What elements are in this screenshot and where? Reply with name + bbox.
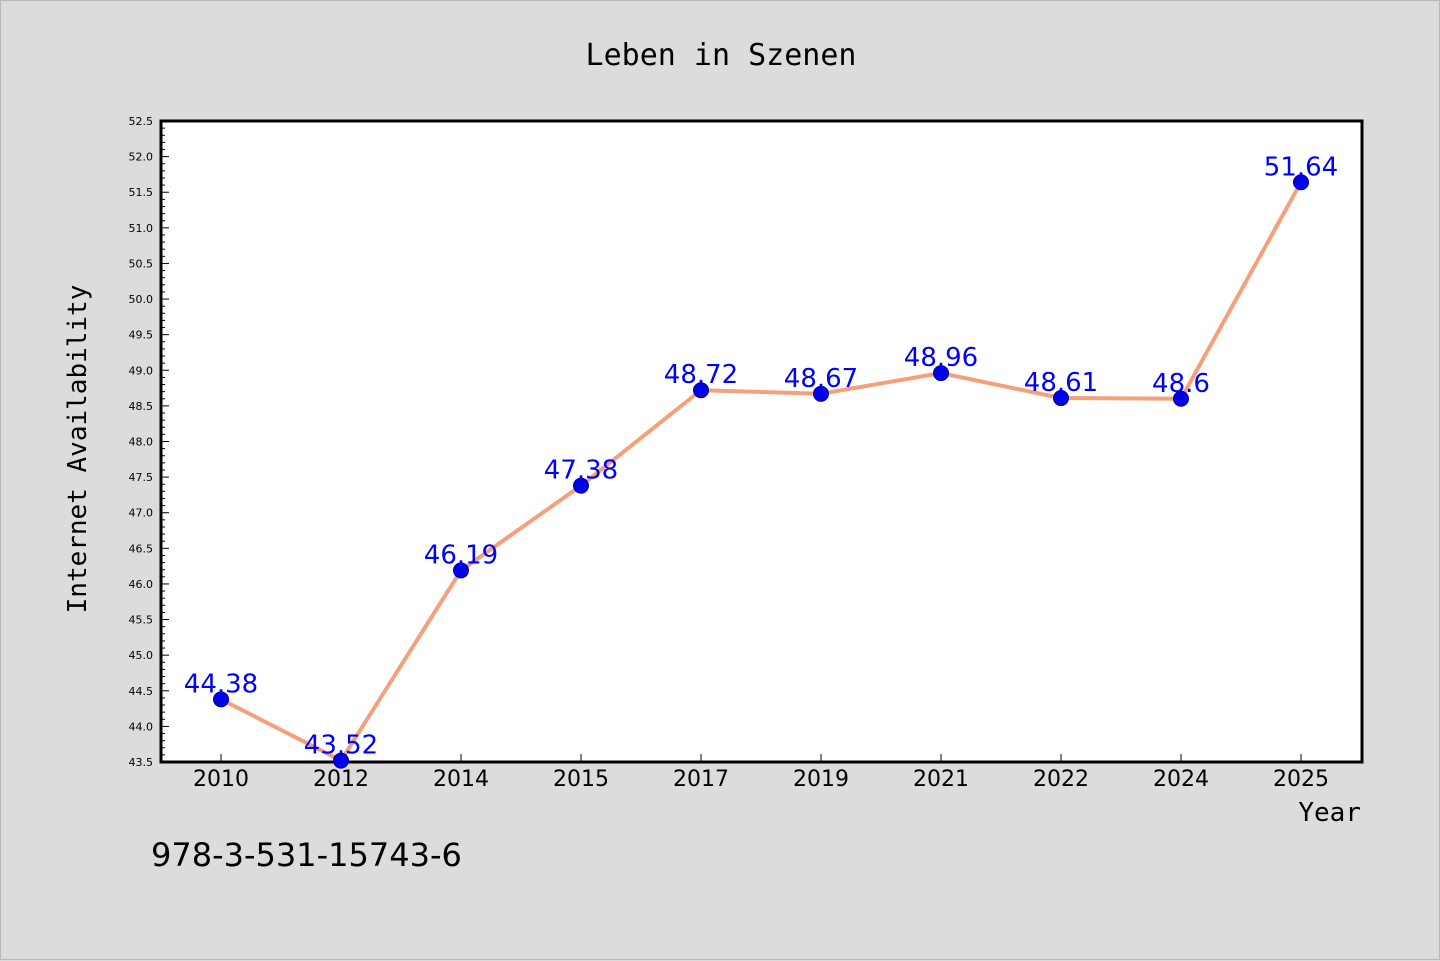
x-tick-label: 2022: [1033, 767, 1089, 792]
data-point: [213, 691, 229, 708]
series-layer: 44.38 43.52 46.19 47.38 48.72 48.67 48.96 48.61…: [184, 152, 1338, 769]
data-point: [813, 385, 829, 402]
x-tick-label: 2015: [553, 767, 609, 792]
y-tick-label: 52.5: [129, 115, 154, 128]
y-axis-label: Internet Availability: [63, 285, 93, 614]
x-axis-label: Year: [1298, 798, 1361, 828]
data-point: [1293, 174, 1309, 191]
data-label: 46.19: [424, 540, 498, 570]
y-tick-label: 43.5: [129, 756, 154, 769]
y-tick-label: 44.0: [129, 720, 154, 733]
data-label: 48.6: [1152, 369, 1210, 399]
y-tick-label: 51.5: [129, 186, 154, 199]
x-tick-label: 2024: [1153, 767, 1209, 792]
y-tick-label: 48.5: [129, 400, 154, 413]
data-label: 44.38: [184, 669, 258, 699]
x-tick-label: 2021: [913, 767, 969, 792]
y-tick-label: 46.0: [129, 578, 154, 591]
y-tick-label: 45.0: [129, 649, 154, 662]
y-tick-label: 48.0: [129, 436, 154, 449]
y-tick-label: 47.0: [129, 507, 154, 520]
data-label: 48.61: [1024, 368, 1098, 398]
y-tick-label: 47.5: [129, 471, 154, 484]
data-label: 51.64: [1264, 152, 1338, 182]
x-tick-label: 2014: [433, 767, 489, 792]
data-label: 43.52: [304, 731, 378, 761]
data-point: [693, 382, 709, 399]
data-point: [1053, 390, 1069, 407]
isbn-text: 978-3-531-15743-6: [151, 836, 462, 874]
y-tick-label: 50.5: [129, 257, 154, 270]
plot-area: [159, 119, 1364, 764]
data-point: [333, 752, 349, 769]
data-label: 48.67: [784, 364, 858, 394]
x-tick-label: 2019: [793, 767, 849, 792]
y-tick-label: 52.0: [129, 151, 154, 164]
y-tick-label: 44.5: [129, 685, 154, 698]
data-point: [453, 562, 469, 579]
data-label: 47.38: [544, 456, 618, 486]
y-tick-label: 46.5: [129, 542, 154, 555]
x-tick-label: 2010: [193, 767, 249, 792]
y-axis: 43.5 44.0 44.5 45.0 45.5 46.0 46.5 47.0 47.5 48.0…: [129, 115, 169, 769]
data-label: 48.72: [664, 360, 738, 390]
y-tick-label: 51.0: [129, 222, 154, 235]
y-tick-label: 50.0: [129, 293, 154, 306]
x-axis: 2010 2012 2014 2015 2017 2019 2021 2022 2024 2025: [193, 754, 1329, 792]
x-tick-label: 2017: [673, 767, 729, 792]
data-point: [573, 477, 589, 494]
chart-title: Leben in Szenen: [586, 38, 857, 73]
data-point: [1173, 390, 1189, 407]
y-tick-label: 49.5: [129, 329, 154, 342]
data-label: 48.96: [904, 343, 978, 373]
x-tick-label: 2012: [313, 767, 369, 792]
series-line: [220, 181, 1303, 763]
y-tick-label: 49.0: [129, 364, 154, 377]
x-tick-label: 2025: [1273, 767, 1329, 792]
y-tick-label: 45.5: [129, 614, 154, 627]
data-point: [933, 365, 949, 382]
